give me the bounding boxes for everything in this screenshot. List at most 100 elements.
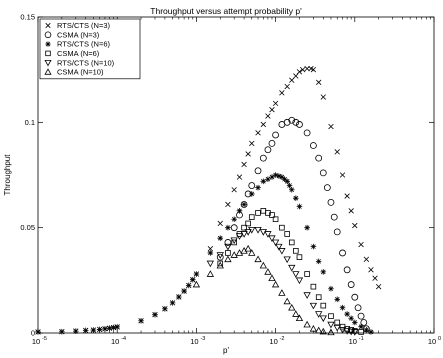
data-point: [288, 303, 296, 311]
data-point: [293, 248, 299, 254]
data-point: [217, 235, 224, 241]
data-point: [323, 184, 331, 192]
data-point: [368, 329, 374, 335]
data-point: [241, 161, 247, 168]
chart-axes: 10 -5 10 -4 10 -3 10 -2 10 -1 10 000.050.10.15: [20, 13, 441, 347]
data-point: [275, 243, 283, 251]
data-point: [102, 325, 108, 332]
data-point: [90, 327, 97, 333]
data-point: [358, 329, 364, 335]
data-point: [217, 260, 224, 267]
data-point: [255, 130, 261, 136]
data-point: [334, 319, 341, 326]
data-point: [241, 224, 247, 231]
data-point: [328, 313, 334, 319]
data-point: [363, 327, 370, 333]
data-point: [278, 248, 286, 255]
x-tick-exponent: -5: [42, 336, 47, 342]
x-tick-label: 10: [190, 337, 198, 346]
data-point: [244, 244, 252, 252]
data-point: [231, 187, 237, 193]
data-point: [268, 139, 276, 147]
data-point: [279, 90, 285, 96]
legend-entry: CSMA (N=10): [57, 68, 104, 77]
data-point: [185, 282, 192, 289]
data-point: [319, 315, 327, 323]
data-point: [320, 94, 326, 100]
data-point: [315, 311, 323, 318]
data-point: [372, 275, 378, 281]
data-point: [265, 176, 271, 183]
data-point: [328, 285, 334, 292]
data-point: [368, 267, 374, 273]
data-point: [292, 118, 300, 126]
data-point: [310, 283, 317, 290]
legend-marker: [44, 31, 52, 39]
data-point: [152, 311, 158, 318]
data-point: [327, 198, 335, 206]
data-point: [334, 149, 340, 155]
y-tick-label: 0.05: [20, 223, 35, 232]
data-point: [292, 271, 300, 278]
chart-marks: [35, 65, 382, 336]
legend-entry: RTS/CTS (N=6): [57, 40, 110, 49]
data-point: [264, 268, 272, 275]
data-point: [269, 212, 275, 218]
data-point: [344, 193, 350, 199]
data-point: [225, 201, 231, 208]
x-tick-label: 10: [269, 337, 277, 346]
data-point: [283, 297, 291, 305]
data-point: [272, 172, 279, 178]
data-point: [248, 249, 256, 256]
legend-entry: RTS/CTS (N=3): [57, 21, 110, 30]
data-point: [276, 173, 282, 179]
data-point: [264, 146, 272, 154]
data-point: [192, 280, 201, 288]
data-point: [176, 294, 182, 300]
data-point: [303, 129, 311, 137]
data-point: [354, 304, 362, 312]
data-point: [240, 231, 248, 238]
data-point: [293, 73, 299, 79]
data-point: [315, 154, 323, 162]
x-tick-label: 10: [32, 337, 40, 346]
data-point: [296, 254, 303, 260]
data-point: [106, 325, 113, 331]
data-point: [358, 323, 364, 330]
data-point: [339, 249, 346, 257]
data-point: [259, 154, 267, 162]
data-point: [327, 328, 335, 336]
legend-marker: [45, 22, 51, 29]
data-point: [82, 327, 89, 334]
data-point: [352, 222, 358, 229]
data-point: [288, 264, 296, 272]
data-point: [316, 79, 322, 85]
data-point: [303, 292, 311, 299]
legend-marker: [45, 41, 51, 47]
data-point: [240, 201, 248, 208]
data-point: [260, 178, 267, 185]
data-point: [357, 312, 365, 320]
data-point: [271, 239, 280, 247]
data-point: [235, 233, 244, 240]
y-tick-label: 0.1: [25, 118, 35, 127]
data-point: [304, 65, 310, 72]
legend-entry: RTS/CTS (N=10): [57, 58, 115, 67]
legend-entry: CSMA (N=3): [57, 30, 100, 39]
data-point: [283, 118, 291, 126]
data-point: [343, 266, 351, 274]
chart-title: Throughput versus attempt probability p': [150, 6, 302, 16]
data-point: [338, 327, 347, 334]
data-point: [230, 251, 238, 258]
x-axis-label: p': [223, 346, 229, 355]
data-point: [296, 203, 303, 210]
data-point: [304, 271, 310, 277]
y-tick-label: 0: [31, 329, 35, 338]
data-point: [114, 324, 120, 330]
data-point: [268, 274, 276, 282]
data-point: [339, 172, 346, 178]
data-point: [236, 174, 243, 180]
data-point: [304, 224, 310, 231]
legend-marker: [44, 68, 52, 75]
data-point: [300, 66, 306, 73]
